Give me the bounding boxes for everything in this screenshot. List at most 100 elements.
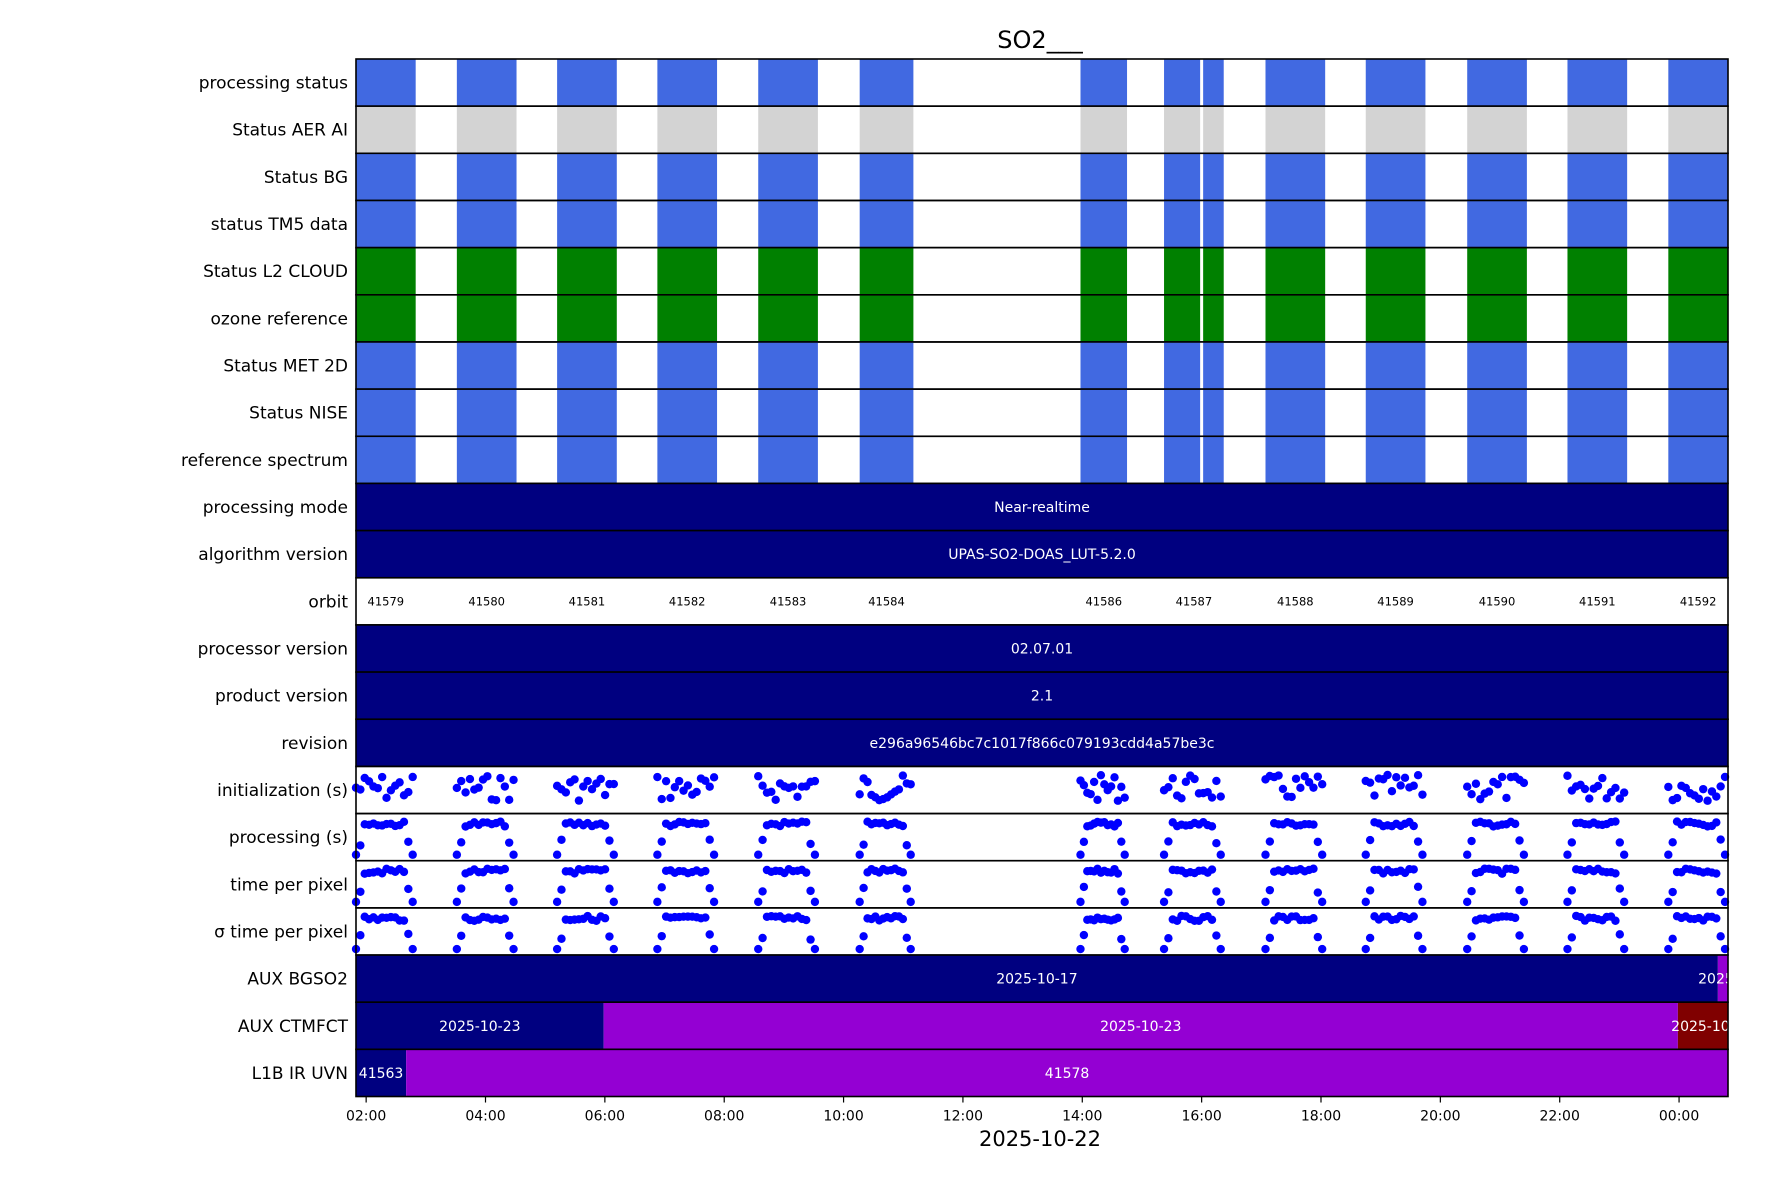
band-segment bbox=[356, 483, 1728, 531]
data-point bbox=[657, 837, 666, 846]
status-bar bbox=[1164, 106, 1224, 154]
data-point bbox=[1117, 837, 1126, 846]
data-point bbox=[496, 773, 505, 783]
data-point bbox=[1076, 944, 1085, 954]
data-point bbox=[1418, 850, 1427, 859]
data-point bbox=[1615, 930, 1624, 939]
row-label: revision bbox=[281, 734, 348, 754]
status-bar bbox=[1467, 59, 1527, 107]
data-point bbox=[504, 884, 514, 893]
status-bar bbox=[758, 436, 818, 484]
data-point bbox=[605, 836, 614, 845]
data-point bbox=[570, 775, 579, 784]
status-bar bbox=[456, 341, 517, 390]
status-bar bbox=[758, 106, 818, 154]
data-point bbox=[1216, 944, 1225, 954]
band-label: 41563 bbox=[359, 1066, 404, 1082]
data-point bbox=[1110, 773, 1119, 782]
status-bar bbox=[456, 200, 517, 248]
row-label: processor version bbox=[198, 640, 348, 660]
x-axis-label: 2025-10-22 bbox=[979, 1127, 1101, 1151]
data-point bbox=[1664, 897, 1673, 907]
row-label: status TM5 data bbox=[211, 215, 348, 235]
band-label: 41578 bbox=[1045, 1066, 1090, 1082]
x-tick-label: 18:00 bbox=[1301, 1109, 1341, 1125]
data-point bbox=[758, 781, 767, 790]
row-label: product version bbox=[215, 687, 348, 707]
status-bar bbox=[859, 200, 914, 248]
x-tick-label: 12:00 bbox=[943, 1109, 983, 1125]
data-point bbox=[399, 916, 409, 925]
data-point bbox=[683, 781, 693, 790]
data-point bbox=[1261, 944, 1270, 954]
data-point bbox=[1567, 933, 1577, 942]
data-point bbox=[457, 884, 466, 893]
orbit-number: 41589 bbox=[1377, 594, 1414, 608]
status-bar bbox=[1467, 106, 1527, 154]
data-point bbox=[1113, 913, 1123, 923]
data-point bbox=[806, 935, 815, 944]
data-point bbox=[395, 778, 404, 787]
data-point bbox=[1212, 839, 1221, 848]
orbit-number: 41588 bbox=[1277, 594, 1314, 608]
status-gap bbox=[1200, 200, 1204, 248]
status-bar bbox=[1265, 247, 1326, 295]
data-point bbox=[1694, 794, 1704, 803]
x-tick-label: 10:00 bbox=[823, 1109, 863, 1125]
data-point bbox=[802, 868, 811, 877]
data-point bbox=[653, 944, 662, 954]
data-point bbox=[1159, 897, 1169, 907]
status-bar bbox=[1265, 389, 1326, 437]
status-bar bbox=[1467, 200, 1527, 248]
data-point bbox=[1216, 850, 1225, 859]
data-point bbox=[653, 772, 662, 782]
x-tick-label: 04:00 bbox=[465, 1109, 505, 1125]
band-label: 02.07.01 bbox=[1011, 642, 1073, 658]
data-point bbox=[1387, 787, 1397, 796]
data-point bbox=[1467, 789, 1476, 799]
data-point bbox=[657, 794, 666, 804]
data-point bbox=[855, 897, 864, 907]
data-point bbox=[1207, 865, 1217, 874]
data-point bbox=[552, 944, 562, 954]
data-point bbox=[1207, 822, 1217, 831]
data-point bbox=[1287, 792, 1296, 802]
row-label: initialization (s) bbox=[217, 781, 348, 801]
band-segment bbox=[603, 1002, 1678, 1050]
status-bar bbox=[1080, 341, 1128, 390]
data-point bbox=[509, 850, 518, 859]
band-label: 2025-10-23 bbox=[1100, 1019, 1181, 1035]
data-point bbox=[1672, 793, 1682, 803]
data-point bbox=[1409, 781, 1418, 790]
x-tick-label: 20:00 bbox=[1420, 1109, 1460, 1125]
row-label: L1B IR UVN bbox=[252, 1064, 348, 1084]
data-point bbox=[788, 782, 798, 791]
data-point bbox=[491, 795, 501, 805]
status-bar bbox=[657, 247, 718, 295]
data-point bbox=[1089, 777, 1099, 787]
row-label: σ time per pixel bbox=[214, 922, 348, 942]
data-point bbox=[906, 780, 915, 789]
data-point bbox=[609, 850, 619, 859]
data-point bbox=[1668, 838, 1677, 847]
data-point bbox=[1563, 944, 1572, 954]
status-bar bbox=[1668, 153, 1728, 201]
status-bar bbox=[859, 436, 914, 484]
data-point bbox=[605, 932, 614, 941]
status-bar bbox=[1668, 106, 1728, 154]
data-point bbox=[1519, 897, 1529, 907]
data-point bbox=[906, 897, 915, 907]
status-gap bbox=[1200, 247, 1204, 295]
status-bar bbox=[1567, 247, 1628, 295]
data-point bbox=[1216, 792, 1225, 801]
data-point bbox=[705, 884, 714, 893]
data-point bbox=[404, 884, 413, 894]
data-point bbox=[408, 897, 417, 907]
data-point bbox=[1168, 774, 1177, 783]
data-point bbox=[1317, 944, 1327, 954]
data-point bbox=[1113, 869, 1123, 878]
status-bar bbox=[557, 389, 617, 437]
data-point bbox=[906, 944, 915, 954]
status-bar bbox=[1365, 436, 1426, 484]
orbit-number: 41579 bbox=[368, 594, 405, 608]
